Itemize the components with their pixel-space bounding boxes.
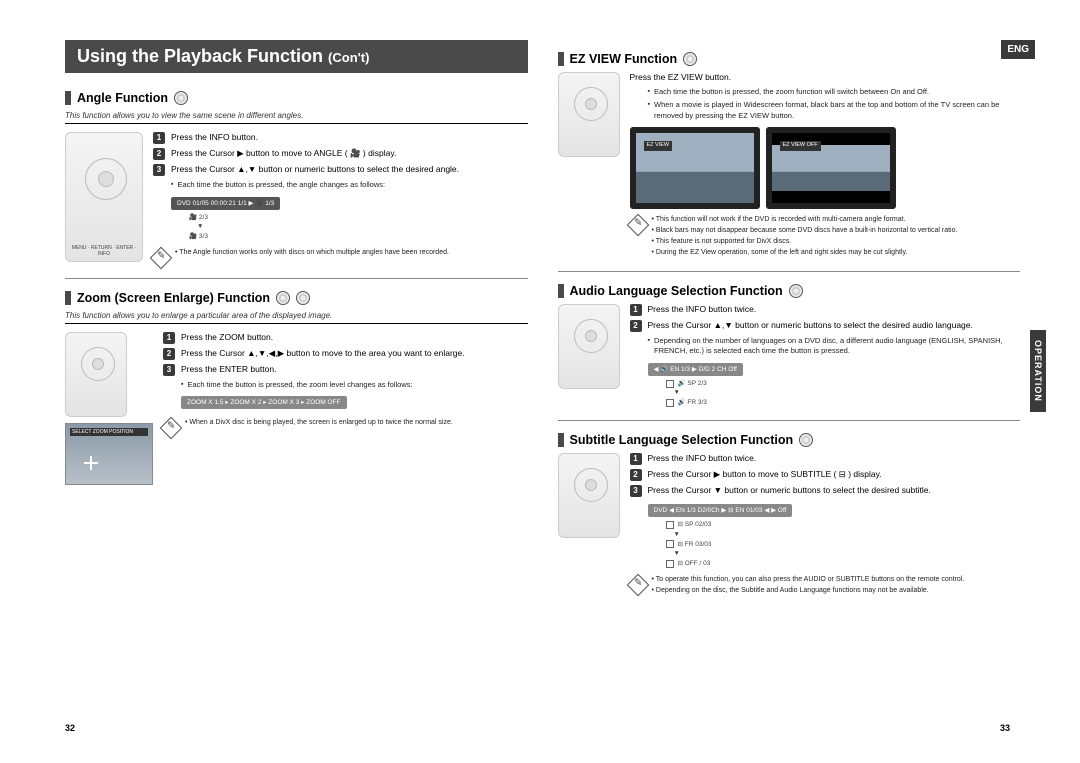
section-subtitle-title: Subtitle Language Selection Function <box>558 433 1021 447</box>
right-page: ENG OPERATION EZ VIEW Function Press the… <box>543 30 1051 733</box>
page-number-left: 32 <box>65 723 75 733</box>
zoom-note: When a DivX disc is being played, the sc… <box>163 418 528 436</box>
page-title-bar: Using the Playback Function (Con't) <box>65 40 528 73</box>
ezview-steps: Press the EZ VIEW button. Each time the … <box>630 72 1021 259</box>
section-side-tab: OPERATION <box>1030 330 1046 412</box>
angle-body: MENU · RETURN · ENTER · INFO 1Press the … <box>65 132 528 279</box>
remote-illustration: MENU · RETURN · ENTER · INFO <box>65 132 143 262</box>
divx-disc-icon <box>296 291 310 305</box>
left-page: Using the Playback Function (Con't) Angl… <box>50 30 543 733</box>
page-title-cont: (Con't) <box>328 50 369 65</box>
audio-osd-bar: ◀ 🔊 EN 1/3 ▶ D/D 2 CH Off <box>648 363 743 376</box>
angle-intro: This function allows you to view the sam… <box>65 111 528 124</box>
remote-illustration <box>558 453 620 538</box>
angle-osd-bar: DVD 01/05 00:00:21 1/1 ▶ 🎥 1/3 <box>171 197 280 210</box>
zoom-preview-thumb: SELECT ZOOM POSITION <box>65 423 153 485</box>
manual-spread: Using the Playback Function (Con't) Angl… <box>50 30 1050 733</box>
audio-steps: 1Press the INFO button twice. 2Press the… <box>630 304 1021 408</box>
section-zoom-title: Zoom (Screen Enlarge) Function <box>65 291 528 305</box>
subtitle-steps: 1Press the INFO button twice. 2Press the… <box>630 453 1021 596</box>
dvd-disc-icon <box>789 284 803 298</box>
dvd-disc-icon <box>799 433 813 447</box>
ezview-body: Press the EZ VIEW button. Each time the … <box>558 72 1021 272</box>
ezview-notes: This function will not work if the DVD i… <box>630 215 1021 258</box>
angle-steps: 1Press the INFO button. 2Press the Curso… <box>153 132 528 266</box>
dvd-disc-icon <box>174 91 188 105</box>
dvd-disc-icon <box>276 291 290 305</box>
remote-illustration <box>558 72 620 157</box>
note-icon <box>626 573 649 596</box>
zoom-intro: This function allows you to enlarge a pa… <box>65 311 528 324</box>
dvd-disc-icon <box>683 52 697 66</box>
zoom-levels: ZOOM X 1.5 ▸ ZOOM X 2 ▸ ZOOM X 3 ▸ ZOOM … <box>181 396 347 409</box>
section-ezview-title: EZ VIEW Function <box>558 52 1021 66</box>
audio-body: 1Press the INFO button twice. 2Press the… <box>558 304 1021 421</box>
note-icon <box>160 417 183 440</box>
section-angle-title: Angle Function <box>65 91 528 105</box>
zoom-body: SELECT ZOOM POSITION 1Press the ZOOM but… <box>65 332 528 497</box>
tv-ezview-off: EZ VIEW OFF <box>766 127 896 209</box>
tv-ezview-on: EZ VIEW <box>630 127 760 209</box>
section-audio-title: Audio Language Selection Function <box>558 284 1021 298</box>
remote-illustration <box>65 332 127 417</box>
note-icon <box>150 247 173 270</box>
angle-note: The Angle function works only with discs… <box>153 248 528 266</box>
page-number-right: 33 <box>1000 723 1010 733</box>
subtitle-notes: To operate this function, you can also p… <box>630 575 1021 597</box>
page-title: Using the Playback Function <box>77 46 323 67</box>
tv-comparison: EZ VIEW EZ VIEW OFF <box>630 127 1021 209</box>
remote-illustration <box>558 304 620 389</box>
subtitle-osd-bar: DVD ◀ EN 1/3 D2/0Ch ▶ ⊟ EN 01/03 ◀ ▶ Off <box>648 504 793 517</box>
subtitle-body: 1Press the INFO button twice. 2Press the… <box>558 453 1021 608</box>
note-icon <box>626 214 649 237</box>
zoom-steps: 1Press the ZOOM button. 2Press the Curso… <box>163 332 528 485</box>
crosshair-icon <box>84 456 98 470</box>
language-badge: ENG <box>1001 40 1035 59</box>
